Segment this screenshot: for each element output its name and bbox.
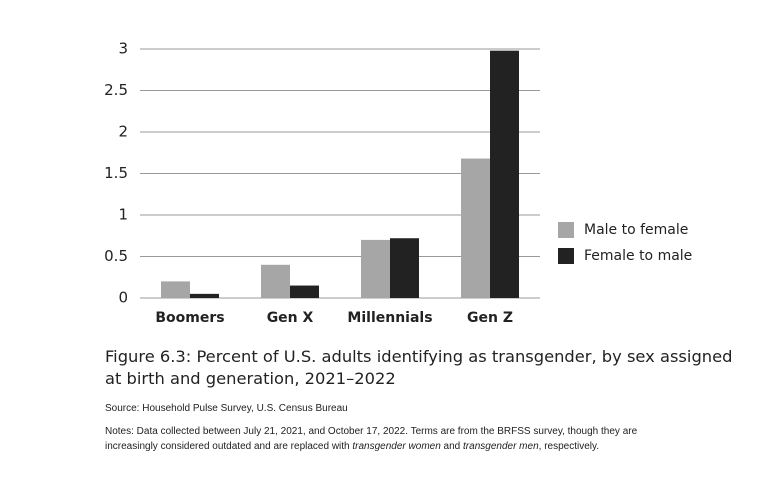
y-tick-label: 3 xyxy=(118,40,128,58)
notes-text: transgender men xyxy=(463,441,539,452)
bar xyxy=(361,239,390,298)
notes-text: Notes: Data collected between July 21, 2… xyxy=(105,426,638,437)
source: Source: Household Pulse Survey, U.S. Cen… xyxy=(105,403,348,414)
notes: Notes: Data collected between July 21, 2… xyxy=(105,424,637,454)
y-tick-label: 1.5 xyxy=(104,164,128,182)
y-tick-label: 2.5 xyxy=(104,81,128,99)
legend-label: Female to male xyxy=(584,248,692,264)
y-tick-label: 2 xyxy=(118,123,128,141)
y-tick-label: 1 xyxy=(118,206,128,224)
notes-text: , respectively. xyxy=(538,441,600,452)
x-tick-label: Millennials xyxy=(347,310,432,326)
notes-line: increasingly considered outdated and are… xyxy=(105,439,637,454)
title-line: Figure 6.3: Percent of U.S. adults ident… xyxy=(105,347,733,366)
x-tick-label: Boomers xyxy=(155,310,224,326)
notes-text: transgender women xyxy=(352,441,441,452)
notes-text: and xyxy=(440,441,464,452)
bar xyxy=(161,281,190,298)
bar xyxy=(261,264,290,298)
figure-title: Figure 6.3: Percent of U.S. adults ident… xyxy=(105,346,732,390)
x-tick-label: Gen X xyxy=(267,310,314,326)
bar xyxy=(490,50,519,298)
bar xyxy=(190,293,219,298)
title-line: at birth and generation, 2021–2022 xyxy=(105,369,396,388)
notes-text: increasingly considered outdated and are… xyxy=(105,441,353,452)
y-tick-label: 0 xyxy=(118,289,128,307)
legend-label: Male to female xyxy=(584,222,688,238)
legend-swatch xyxy=(558,222,574,238)
legend-swatch xyxy=(558,248,574,264)
bar xyxy=(461,158,490,298)
notes-line: Notes: Data collected between July 21, 2… xyxy=(105,424,637,439)
x-tick-label: Gen Z xyxy=(467,310,513,326)
bar xyxy=(390,238,419,298)
y-tick-label: 0.5 xyxy=(104,247,128,265)
chart: 0 0.5 1 1.5 2 2.5 3 Boomers Gen X Millennials Gen … xyxy=(104,40,692,327)
bar xyxy=(290,285,319,298)
